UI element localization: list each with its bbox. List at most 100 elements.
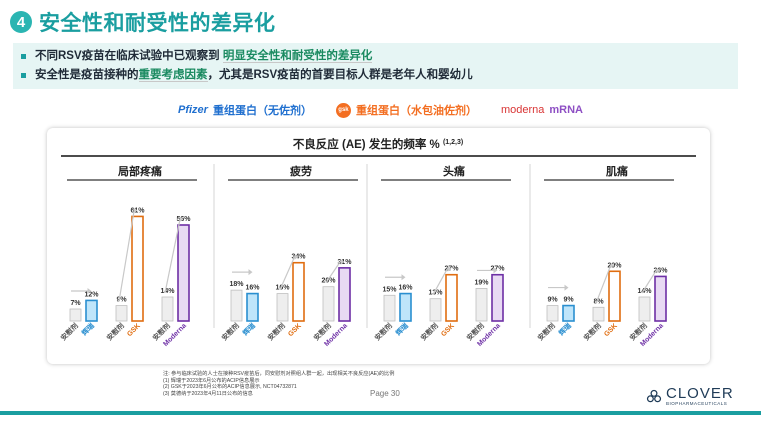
chart-title: 不良反应 (AE) 发生的频率 % (1,2,3) bbox=[293, 137, 463, 151]
panel-title: 头痛 bbox=[443, 164, 465, 178]
slide-title-group: 4 安全性和耐受性的差异化 bbox=[10, 8, 276, 36]
bottom-accent-bar bbox=[0, 411, 761, 415]
bar-value-label: 26% bbox=[653, 267, 668, 274]
bar bbox=[338, 267, 351, 322]
legend-moderna-label: mRNA bbox=[549, 104, 583, 116]
panel-title: 局部疼痛 bbox=[117, 164, 162, 178]
bar bbox=[69, 308, 82, 322]
legend-pfizer: Pfizer 重组蛋白（无佐剂） bbox=[178, 102, 312, 118]
bullet-2-text: 安全性是疫苗接种的 bbox=[35, 69, 139, 81]
change-arrow-head bbox=[656, 268, 661, 274]
change-arrow-head bbox=[447, 266, 452, 272]
change-arrow-head bbox=[294, 254, 299, 260]
bar bbox=[246, 292, 259, 322]
change-arrow-head bbox=[179, 217, 184, 222]
change-arrow-head bbox=[248, 269, 253, 276]
clover-logo: CLOVER BIOPHARMACEUTICALS bbox=[645, 386, 734, 406]
category-label: GSK bbox=[287, 322, 303, 338]
bullet-1-text: 不同RSV疫苗在临床试验中已观察到 bbox=[35, 50, 220, 62]
bullet-1: 不同RSV疫苗在临床试验中已观察到 明显安全性和耐受性的差异化 bbox=[21, 47, 738, 66]
change-arrow-head bbox=[401, 274, 406, 281]
bar bbox=[322, 286, 335, 322]
bar-value-label: 27% bbox=[444, 266, 459, 273]
section-number-badge: 4 bbox=[10, 11, 32, 33]
clover-sub: BIOPHARMACEUTICALS bbox=[666, 401, 728, 406]
chart-canvas: 不良反应 (AE) 发生的频率 % (1,2,3) 局部疼痛 7% 安慰剂 12% 辉瑞 9… bbox=[59, 137, 696, 348]
bar bbox=[638, 296, 651, 322]
bar-value-label: 9% bbox=[563, 297, 574, 304]
bar-value-label: 16% bbox=[275, 285, 290, 292]
bullet-1-highlight: 明显安全性和耐受性的差异化 bbox=[222, 50, 373, 63]
bar-value-label: 61% bbox=[130, 207, 145, 214]
bar bbox=[230, 289, 243, 322]
bar-value-label: 18% bbox=[229, 281, 244, 288]
change-arrow bbox=[641, 268, 659, 294]
vaccine-legend: Pfizer 重组蛋白（无佐剂） gsk 重组蛋白（水包油佐剂） moderna… bbox=[0, 100, 761, 120]
bar-value-label: 31% bbox=[337, 259, 352, 266]
category-label: 辉瑞 bbox=[241, 321, 257, 337]
bullet-2: 安全性是疫苗接种的重要考虑因素，尤其是RSV疫苗的首要目标人群是老年人和婴幼儿 bbox=[21, 66, 738, 85]
change-arrow-head bbox=[610, 263, 615, 269]
category-label: GSK bbox=[440, 322, 456, 338]
footnote-4: (3) 莫德纳于2023年4月11日公布的信息 bbox=[163, 390, 253, 397]
bar-value-label: 9% bbox=[547, 297, 558, 304]
bar-value-label: 14% bbox=[160, 288, 175, 295]
category-label: GSK bbox=[126, 322, 142, 338]
legend-gsk-label: 重组蛋白（水包油佐剂） bbox=[355, 105, 477, 117]
bar-value-label: 8% bbox=[593, 298, 604, 305]
category-label: 安慰剂 bbox=[419, 321, 440, 342]
category-label: 辉瑞 bbox=[80, 321, 96, 337]
change-arrow bbox=[164, 216, 182, 294]
category-label: GSK bbox=[603, 322, 619, 338]
change-arrow-head bbox=[340, 259, 345, 265]
change-arrow bbox=[595, 263, 613, 304]
legend-gsk: gsk 重组蛋白（水包油佐剂） bbox=[335, 102, 477, 118]
bar bbox=[491, 273, 504, 322]
category-label: 辉瑞 bbox=[557, 321, 573, 337]
bar bbox=[161, 296, 174, 322]
change-arrow-head bbox=[87, 288, 92, 294]
bar bbox=[399, 292, 412, 322]
bar bbox=[177, 224, 190, 322]
bar-value-label: 34% bbox=[291, 254, 306, 261]
category-label: 安慰剂 bbox=[582, 321, 603, 342]
change-arrow bbox=[432, 266, 450, 296]
change-arrow-head bbox=[564, 284, 569, 291]
change-arrow bbox=[279, 254, 297, 290]
change-arrow-head bbox=[493, 267, 498, 274]
panel-title: 疲劳 bbox=[290, 164, 312, 178]
footnote-2: (1) 辉瑞于2023年6月公布的ACIP信息展示 bbox=[163, 377, 260, 384]
bar-value-label: 56% bbox=[176, 216, 191, 223]
bar bbox=[592, 306, 605, 322]
footnotes: 注: 参与临床试验的人士在接种RSV疫苗后，同安慰剂对照组人群一起，出现相关不良… bbox=[163, 371, 394, 397]
change-arrow bbox=[118, 208, 136, 302]
legend-pfizer-label: 重组蛋白（无佐剂） bbox=[212, 105, 312, 117]
bar bbox=[115, 305, 128, 322]
bar bbox=[654, 275, 667, 322]
ae-frequency-chart: 不良反应 (AE) 发生的频率 % (1,2,3) 局部疼痛 7% 安慰剂 12% 辉瑞 9… bbox=[47, 128, 710, 364]
category-label: 安慰剂 bbox=[536, 321, 557, 342]
bar-value-label: 20% bbox=[321, 278, 336, 285]
bar bbox=[85, 299, 98, 322]
key-points-box: 不同RSV疫苗在临床试验中已观察到 明显安全性和耐受性的差异化 安全性是疫苗接种… bbox=[13, 43, 738, 89]
page-number: Page 30 bbox=[370, 389, 400, 398]
bar bbox=[562, 304, 575, 322]
bar-value-label: 29% bbox=[607, 262, 622, 269]
bar bbox=[383, 294, 396, 322]
category-label: 安慰剂 bbox=[220, 321, 241, 342]
slide-title: 安全性和耐受性的差异化 bbox=[39, 12, 276, 35]
bullet-2-text-end: ，尤其是RSV疫苗的首要目标人群是老年人和婴幼儿 bbox=[207, 69, 473, 81]
gsk-logo: gsk bbox=[335, 102, 351, 118]
category-label: 安慰剂 bbox=[266, 321, 287, 342]
bar bbox=[475, 288, 488, 322]
bar-value-label: 15% bbox=[382, 286, 397, 293]
category-label: 安慰剂 bbox=[105, 321, 126, 342]
category-label: 辉瑞 bbox=[394, 321, 410, 337]
bar-value-label: 16% bbox=[245, 285, 260, 292]
bar-value-label: 16% bbox=[398, 285, 413, 292]
footnote-1: 注: 参与临床试验的人士在接种RSV疫苗后，同安慰剂对照组人群一起，出现相关不良… bbox=[163, 371, 395, 377]
bar-value-label: 7% bbox=[70, 300, 81, 307]
bar bbox=[546, 305, 559, 322]
clover-leaf-icon bbox=[646, 389, 662, 402]
category-label: 安慰剂 bbox=[373, 321, 394, 342]
